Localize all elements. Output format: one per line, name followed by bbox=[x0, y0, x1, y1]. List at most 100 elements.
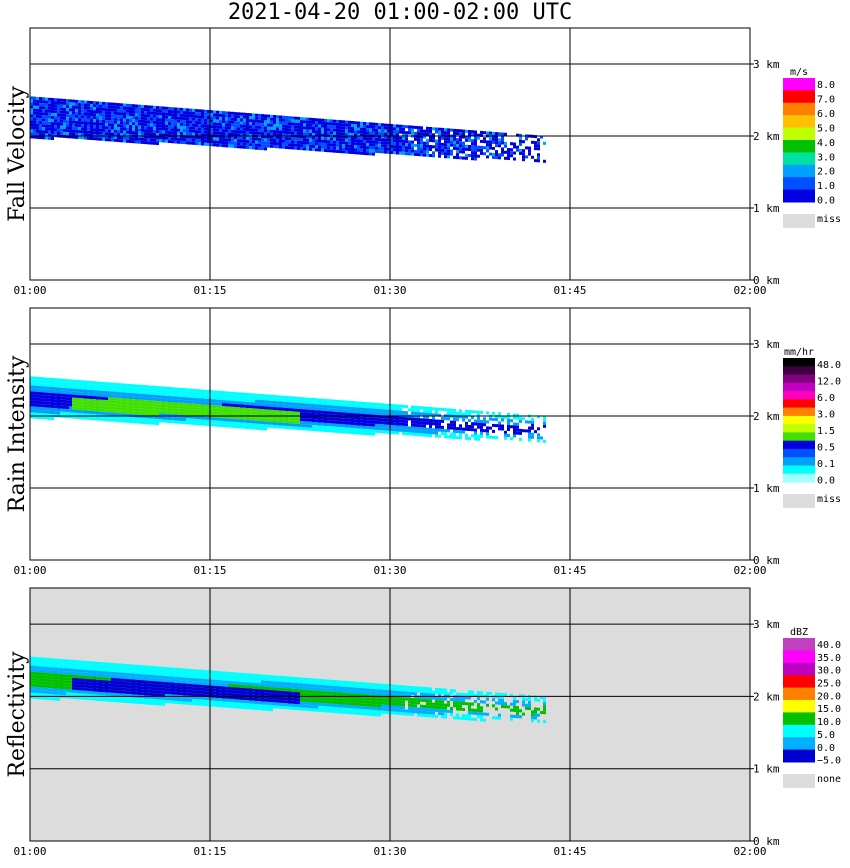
echo-cell bbox=[459, 433, 462, 437]
echo-cell bbox=[456, 412, 459, 416]
echo-cell bbox=[294, 698, 297, 701]
echo-cell bbox=[204, 676, 207, 680]
echo-cell bbox=[333, 692, 336, 695]
echo-cell bbox=[54, 697, 57, 701]
echo-cell bbox=[282, 694, 285, 698]
echo-cell bbox=[114, 382, 117, 386]
echo-cell bbox=[387, 412, 390, 416]
echo-cell bbox=[513, 422, 516, 426]
echo-cell bbox=[300, 686, 303, 690]
echo-cell bbox=[207, 420, 210, 423]
echo-cell bbox=[183, 120, 186, 124]
echo-cell bbox=[390, 124, 393, 127]
echo-cell bbox=[111, 680, 114, 684]
echo-cell bbox=[225, 421, 228, 425]
echo-cell bbox=[213, 676, 216, 680]
echo-cell bbox=[39, 690, 42, 694]
echo-cell bbox=[96, 661, 99, 665]
echo-cell bbox=[282, 115, 285, 119]
echo-cell bbox=[57, 661, 60, 665]
echo-cell bbox=[33, 695, 36, 699]
echo-cell bbox=[129, 140, 132, 143]
echo-cell bbox=[261, 123, 264, 127]
echo-cell bbox=[291, 417, 294, 421]
echo-cell bbox=[42, 136, 45, 140]
echo-cell bbox=[87, 664, 90, 668]
echo-cell bbox=[204, 130, 207, 134]
echo-cell bbox=[180, 692, 183, 696]
echo-cell bbox=[171, 125, 174, 129]
echo-cell bbox=[138, 411, 141, 415]
echo-cell bbox=[123, 681, 126, 685]
echo-cell bbox=[327, 137, 330, 141]
echo-cell bbox=[159, 693, 162, 697]
echo-cell bbox=[402, 416, 405, 420]
echo-cell bbox=[225, 403, 228, 407]
echo-cell bbox=[303, 698, 306, 702]
echo-cell bbox=[318, 681, 321, 685]
echo-cell bbox=[276, 398, 279, 402]
echo-cell bbox=[252, 143, 255, 147]
echo-cell bbox=[249, 703, 252, 707]
echo-cell bbox=[360, 407, 363, 411]
legend-swatch bbox=[783, 457, 815, 466]
echo-cell bbox=[369, 411, 372, 415]
echo-cell bbox=[297, 146, 300, 150]
echo-cell bbox=[120, 684, 123, 688]
echo-cell bbox=[165, 416, 168, 420]
echo-cell bbox=[351, 404, 354, 407]
echo-cell bbox=[339, 147, 342, 151]
echo-cell bbox=[168, 685, 171, 689]
echo-cell bbox=[48, 398, 51, 402]
echo-cell bbox=[228, 141, 231, 145]
echo-cell bbox=[90, 396, 93, 399]
echo-cell bbox=[147, 120, 150, 124]
echo-cell bbox=[90, 113, 93, 116]
echo-cell bbox=[204, 670, 207, 674]
echo-cell bbox=[42, 106, 45, 110]
echo-cell bbox=[183, 421, 186, 425]
echo-cell bbox=[228, 680, 231, 684]
echo-cell bbox=[99, 384, 102, 388]
echo-cell bbox=[102, 107, 105, 111]
echo-cell bbox=[399, 419, 402, 423]
echo-cell bbox=[531, 423, 534, 427]
echo-cell bbox=[231, 681, 234, 685]
echo-cell bbox=[219, 113, 222, 117]
echo-cell bbox=[315, 678, 318, 682]
echo-cell bbox=[249, 426, 252, 430]
echo-cell bbox=[198, 392, 201, 396]
echo-cell bbox=[33, 662, 36, 666]
echo-cell bbox=[252, 420, 255, 424]
panel-1: 01:00 01:15 01:30 01:45 02:000 km1 km2 km3 k… bbox=[5, 27, 841, 297]
echo-cell bbox=[123, 690, 126, 694]
echo-cell bbox=[51, 387, 54, 390]
echo-cell bbox=[177, 417, 180, 421]
echo-cell bbox=[318, 705, 321, 709]
echo-cell bbox=[36, 105, 39, 109]
y-tick-label: 0 km bbox=[753, 274, 780, 287]
echo-cell bbox=[429, 145, 432, 148]
echo-cell bbox=[126, 118, 129, 122]
echo-cell bbox=[147, 397, 150, 401]
echo-cell bbox=[339, 135, 342, 139]
echo-cell bbox=[45, 681, 48, 685]
echo-cell bbox=[279, 401, 282, 405]
echo-cell bbox=[156, 115, 159, 119]
legend-swatch bbox=[783, 448, 815, 458]
echo-cell bbox=[399, 416, 402, 420]
echo-cell bbox=[156, 109, 159, 113]
echo-cell bbox=[93, 411, 96, 415]
echo-cell bbox=[519, 136, 522, 140]
echo-cell bbox=[240, 127, 243, 131]
echo-cell bbox=[39, 115, 42, 119]
echo-cell bbox=[402, 404, 405, 408]
echo-cell bbox=[303, 418, 306, 422]
echo-cell bbox=[228, 144, 231, 148]
echo-cell bbox=[120, 103, 123, 107]
echo-cell bbox=[225, 111, 228, 115]
echo-cell bbox=[51, 673, 54, 677]
echo-cell bbox=[309, 403, 312, 407]
echo-cell bbox=[210, 396, 213, 400]
echo-cell bbox=[363, 417, 366, 420]
